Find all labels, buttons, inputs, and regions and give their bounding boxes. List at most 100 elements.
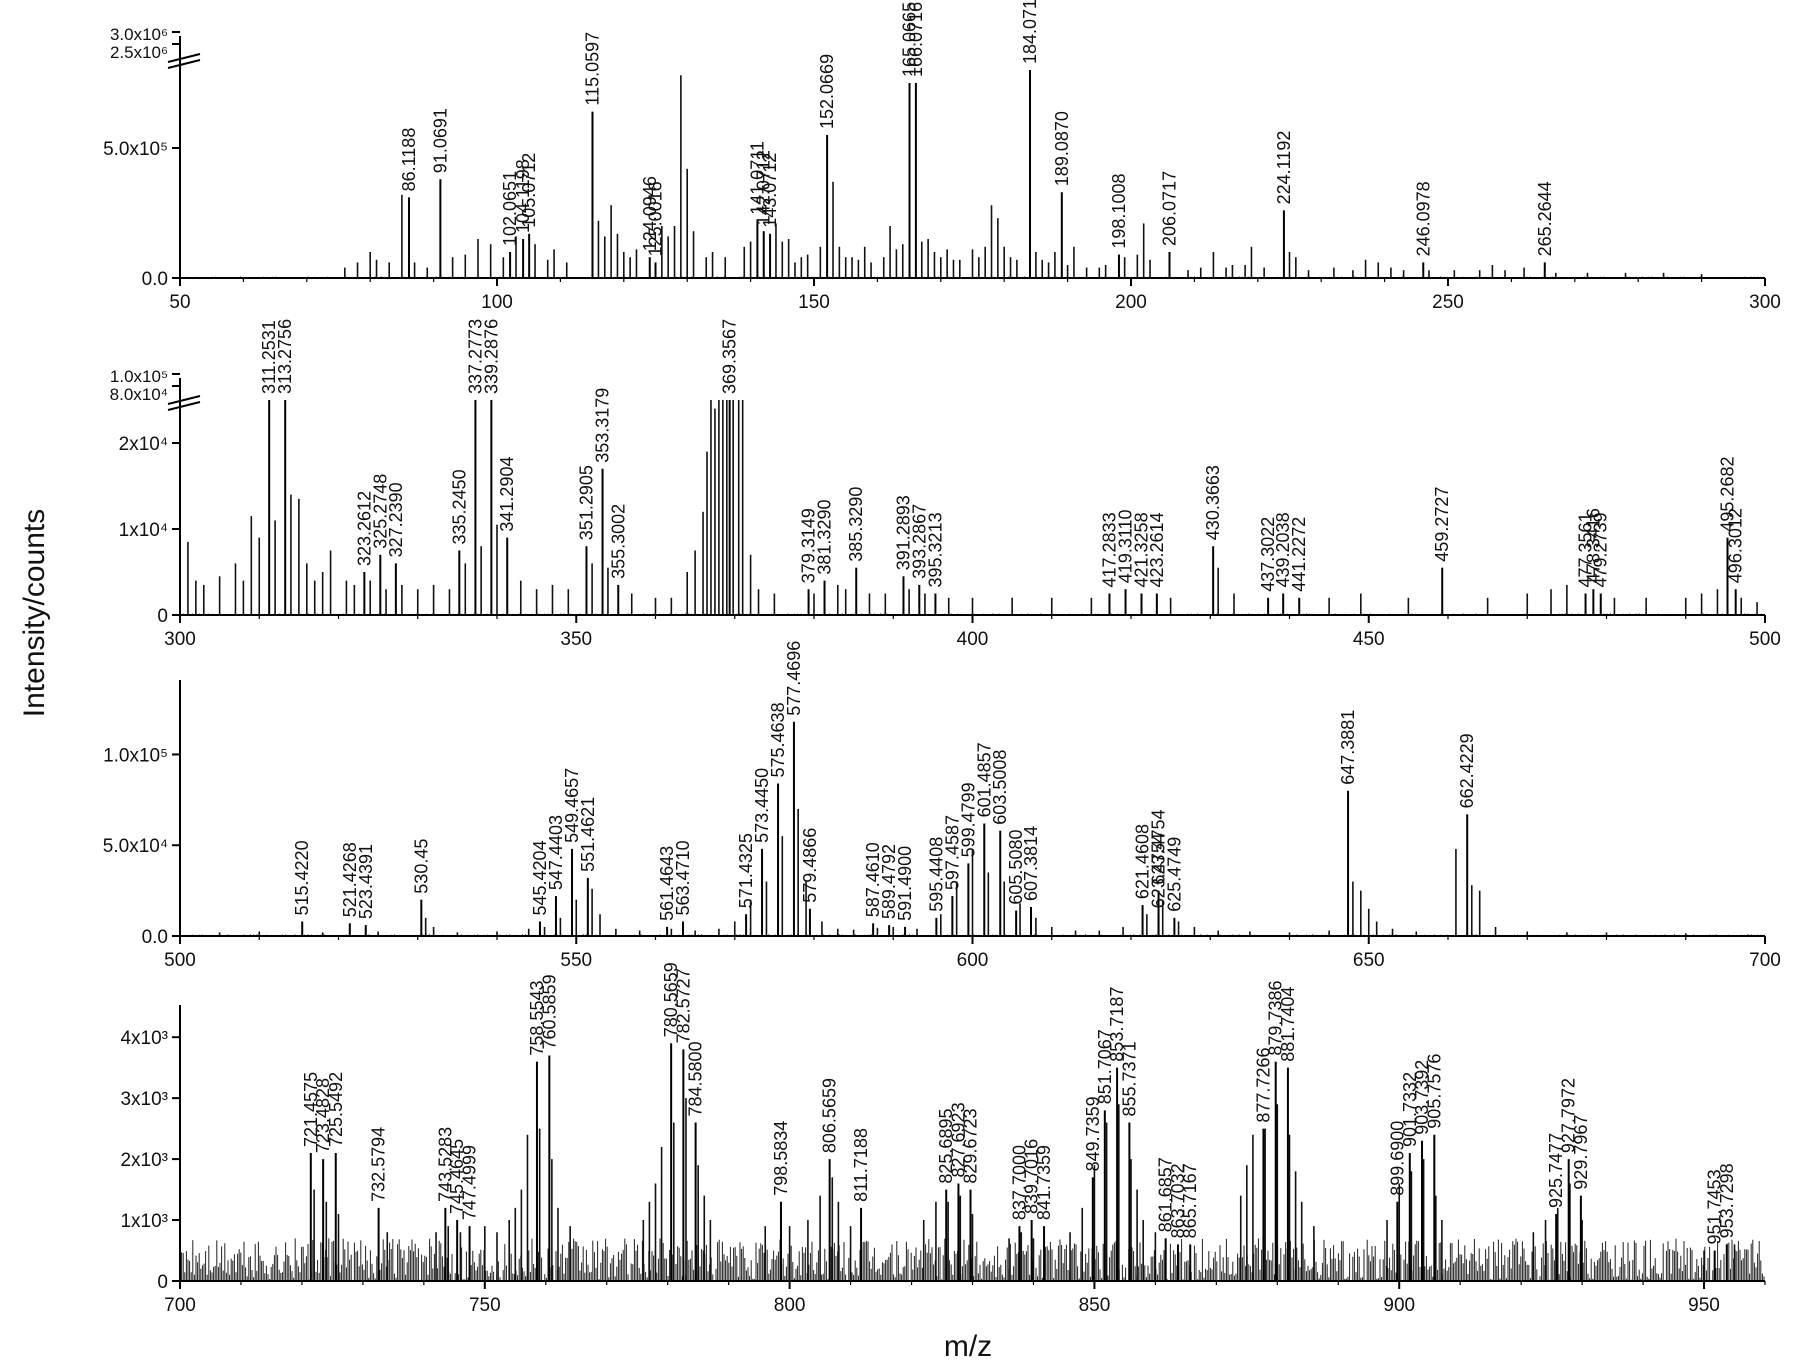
peak-label: 189.0870 (1052, 111, 1072, 186)
peak-label: 141.0711 (747, 141, 767, 215)
peak-label: 479.2739 (1591, 512, 1611, 587)
peak-label: 623.4754 (1149, 810, 1169, 885)
y-tick-label: 1.0x10⁵ (103, 745, 168, 766)
peak-label: 605.5080 (1006, 830, 1026, 905)
peak-label: 806.5659 (820, 1078, 840, 1153)
x-tick-label: 450 (1353, 629, 1385, 650)
x-tick-label: 500 (164, 950, 196, 971)
y-tick-label: 2x10⁴ (119, 434, 168, 455)
x-tick-label: 400 (957, 629, 989, 650)
x-tick-label: 50 (169, 292, 190, 313)
peak-label: 903.7392 (1412, 1060, 1432, 1135)
peak-label: 623.4754 (1149, 833, 1169, 908)
y-tick-label: 8.0x10⁴ (110, 385, 168, 404)
y-tick-label: 5.0x10⁵ (103, 139, 168, 160)
peak-label: 561.4643 (657, 846, 677, 921)
peak-label: 115.0597 (583, 32, 603, 106)
y-tick-label: 0 (157, 1272, 168, 1293)
peak-label: 599.4799 (958, 782, 978, 857)
peak-label: 143.0712 (760, 153, 780, 228)
axis-break-mark (167, 53, 201, 69)
peak-label: 798.5834 (771, 1121, 791, 1196)
peak-label: 953.7298 (1717, 1163, 1737, 1238)
peak-label: 105.0712 (519, 153, 539, 228)
peak-label: 723.4828 (313, 1078, 333, 1153)
peak-label: 523.4391 (356, 844, 376, 919)
peak-label: 579.4866 (800, 828, 820, 903)
x-tick-label: 100 (481, 292, 513, 313)
peak-label: 393.2867 (909, 504, 929, 579)
peak-label: 337.2773 (465, 319, 485, 394)
y-tick-label: 2.5x10⁶ (110, 43, 168, 62)
peak-label: 521.4268 (340, 842, 360, 917)
peak-label: 421.3258 (1132, 512, 1152, 587)
peak-label: 124.0946 (640, 176, 660, 251)
peak-label: 587.4610 (863, 842, 883, 917)
x-tick-label: 350 (560, 629, 592, 650)
peak-label: 339.2876 (481, 319, 501, 394)
y-axis-title: Intensity/counts (18, 509, 51, 717)
y-tick-label: 5.0x10⁴ (103, 836, 168, 857)
peak-label: 851.7067 (1095, 1029, 1115, 1104)
peak-label: 607.3814 (1021, 826, 1041, 901)
y-tick-label: 2x10³ (120, 1150, 168, 1171)
peak-label: 495.2682 (1718, 457, 1738, 532)
axis-break-mark (167, 395, 201, 411)
peak-label: 925.7477 (1546, 1133, 1566, 1208)
y-tick-label: 0.0 (142, 269, 168, 290)
x-tick-label: 200 (1115, 292, 1147, 313)
peak-label: 877.7266 (1253, 1048, 1273, 1123)
peak-label: 530.45 (411, 839, 431, 894)
peak-label: 591.4900 (895, 846, 915, 921)
x-tick-label: 300 (164, 629, 196, 650)
peak-label: 459.2727 (1432, 487, 1452, 562)
peak-label: 589.4792 (879, 844, 899, 919)
peak-label: 853.7187 (1107, 987, 1127, 1062)
peak-label: 621.4608 (1133, 824, 1153, 899)
x-tick-label: 250 (1432, 292, 1464, 313)
peak-label: 577.4696 (784, 641, 804, 716)
peak-label: 879.7386 (1266, 981, 1286, 1056)
peak-label: 142.0712 (754, 150, 774, 225)
y-tick-label: 0.0 (142, 927, 168, 948)
peak-label: 861.6857 (1156, 1157, 1176, 1232)
peak-label: 549.4657 (562, 768, 582, 843)
peak-label: 597.4587 (942, 815, 962, 890)
peak-label: 563.4710 (673, 840, 693, 915)
peak-label: 477.3561 (1576, 512, 1596, 587)
peak-label: 166.0716 (906, 2, 926, 77)
peak-label: 355.3002 (608, 504, 628, 579)
peak-label: 417.2833 (1100, 512, 1120, 587)
y-tick-label: 4x10³ (120, 1028, 168, 1049)
peak-label: 901.7332 (1400, 1072, 1420, 1147)
peak-label: 662.4229 (1457, 733, 1477, 808)
peak-label: 573.4450 (752, 768, 772, 843)
peak-label: 758.5543 (527, 981, 547, 1056)
peak-label: 419.3110 (1116, 509, 1136, 583)
peak-label: 881.7404 (1278, 987, 1298, 1062)
peak-label: 224.1192 (1274, 131, 1294, 205)
peak-label: 246.0978 (1413, 181, 1433, 256)
peak-label: 323.2612 (354, 491, 374, 566)
x-tick-label: 700 (164, 1295, 196, 1316)
x-tick-label: 950 (1688, 1295, 1720, 1316)
peak-label: 951.7453 (1705, 1169, 1725, 1244)
peak-label: 152.0669 (817, 54, 837, 129)
peak-label: 125.0016 (646, 181, 666, 256)
x-tick-label: 900 (1383, 1295, 1415, 1316)
peak-label: 395.3213 (925, 512, 945, 587)
peak-label: 601.4857 (974, 742, 994, 817)
peak-label: 905.7576 (1424, 1054, 1444, 1129)
peak-label: 721.4575 (301, 1072, 321, 1147)
peak-label: 603.5008 (990, 750, 1010, 825)
peak-label: 325.2748 (370, 474, 390, 549)
peak-label: 760.5859 (539, 974, 559, 1049)
peak-label: 625.4749 (1164, 837, 1184, 912)
x-tick-label: 150 (798, 292, 830, 313)
